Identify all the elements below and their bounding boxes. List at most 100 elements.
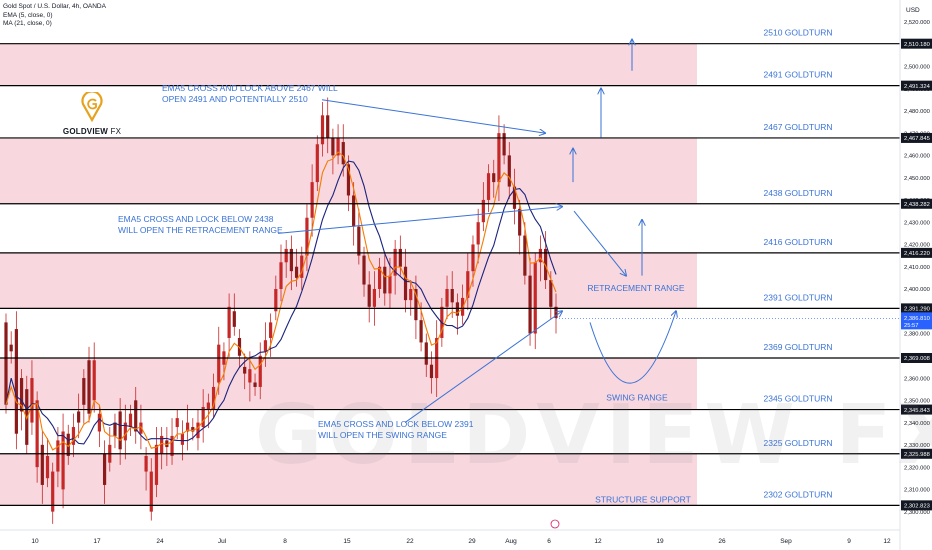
level-label: 2369 GOLDTURN: [764, 342, 833, 352]
candle-body: [71, 427, 76, 445]
candle-body: [445, 288, 449, 307]
candle-body: [61, 431, 65, 490]
candle-body: [45, 455, 50, 479]
candle-body: [77, 411, 81, 423]
level-label: 2510 GOLDTURN: [764, 28, 833, 38]
price-tick-label: 2,410.000: [904, 265, 930, 271]
candle-body: [393, 248, 397, 276]
candle-body: [352, 195, 356, 227]
time-tick-label: 12: [883, 538, 891, 545]
candle-body: [30, 378, 34, 423]
time-tick-label: 22: [406, 538, 414, 545]
price-tick-label: 2,310.000: [904, 488, 930, 494]
candle-body: [523, 235, 527, 276]
candle-body: [196, 422, 200, 439]
candle-body: [248, 369, 252, 383]
candle-body: [466, 271, 470, 298]
price-tick-label: 2,360.000: [904, 376, 930, 382]
price-tick-label: 2,520.000: [904, 20, 930, 26]
level-price-text: 2,467.845: [904, 136, 930, 142]
watermark: GOLDVIEW FX: [255, 388, 932, 483]
candle-body: [300, 255, 304, 278]
arrow-callout: [277, 207, 562, 234]
candle-body: [289, 248, 293, 272]
candle-body: [320, 115, 325, 145]
level-label: 2491 GOLDTURN: [764, 70, 833, 80]
level-label: 2345 GOLDTURN: [764, 394, 833, 404]
annotation-text: WILL OPEN THE RETRACEMENT RANGE: [118, 225, 283, 235]
level-price-text: 2,369.008: [904, 356, 930, 362]
level-price-tag: [901, 198, 932, 209]
candle-body: [9, 344, 13, 352]
candle-body: [258, 355, 262, 387]
level-label: 2438 GOLDTURN: [764, 188, 833, 198]
zone-label: SWING RANGE: [606, 392, 668, 402]
currency-label: USD: [906, 7, 920, 14]
level-price-tag: [901, 500, 932, 511]
current-price-tag: [901, 312, 932, 330]
candle-body: [269, 322, 273, 338]
candle-body: [217, 344, 221, 383]
price-tick-label: 2,500.000: [904, 65, 930, 71]
candle-body: [175, 418, 179, 428]
time-tick-label: 15: [343, 538, 351, 545]
candle-body: [19, 378, 24, 412]
candle-body: [227, 306, 231, 338]
zone-label: STRUCTURE SUPPORT: [595, 495, 691, 505]
candle-body: [211, 386, 216, 410]
candle-body: [497, 133, 501, 183]
candle-body: [56, 440, 60, 472]
time-tick-label: 24: [156, 538, 164, 545]
candle-body: [544, 248, 548, 281]
candle-body: [274, 288, 278, 312]
time-tick-label: 26: [718, 538, 726, 545]
price-tick-label: 2,400.000: [904, 287, 930, 293]
price-tick-label: 2,300.000: [904, 510, 930, 516]
level-price-text: 2,510.180: [904, 42, 930, 48]
candle-body: [82, 378, 86, 405]
level-price-tag: [901, 404, 932, 415]
price-tick-label: 2,340.000: [904, 421, 930, 427]
candle-body: [512, 186, 517, 209]
candle-body: [51, 471, 55, 512]
arrow-down: [573, 210, 626, 276]
candle-body: [160, 435, 164, 454]
candle-body: [186, 422, 190, 432]
candle-body: [409, 288, 413, 301]
event-icon: [550, 519, 560, 529]
level-price-tag: [901, 303, 932, 314]
candle-body: [372, 288, 376, 307]
candle-body: [14, 329, 18, 434]
candle-body: [315, 144, 319, 183]
price-tick-label: 2,350.000: [904, 399, 930, 405]
candle-body: [4, 322, 8, 405]
candle-body: [362, 255, 366, 285]
time-tick-label: 12: [594, 538, 602, 545]
candle-body: [377, 266, 382, 289]
candle-body: [341, 142, 345, 165]
candle-body: [191, 427, 195, 432]
candle-body: [154, 444, 159, 485]
level-price-tag: [901, 132, 932, 143]
time-tick-label: 9: [847, 538, 851, 545]
candle-body: [113, 422, 117, 436]
annotation-text: WILL OPEN THE SWING RANGE: [318, 430, 447, 440]
candle-body: [481, 199, 485, 223]
level-label: 2325 GOLDTURN: [764, 438, 833, 448]
time-tick-label: Aug: [505, 538, 517, 545]
candle-body: [134, 400, 138, 432]
candle-body: [414, 288, 418, 321]
candle-body: [180, 433, 185, 445]
candle-body: [476, 222, 480, 245]
price-tick-label: 2,480.000: [904, 109, 930, 115]
price-tick-label: 2,430.000: [904, 220, 930, 226]
level-price-text: 2,345.843: [904, 408, 930, 414]
candle-body: [326, 115, 330, 138]
legend-symbol: Gold Spot / U.S. Dollar, 4h, OANDA: [3, 3, 106, 10]
current-price-text: 2,386.810: [904, 316, 930, 322]
price-tick-label: 2,380.000: [904, 332, 930, 338]
level-label: 2391 GOLDTURN: [764, 292, 833, 302]
candle-body: [144, 455, 148, 472]
candle-body: [331, 137, 335, 156]
